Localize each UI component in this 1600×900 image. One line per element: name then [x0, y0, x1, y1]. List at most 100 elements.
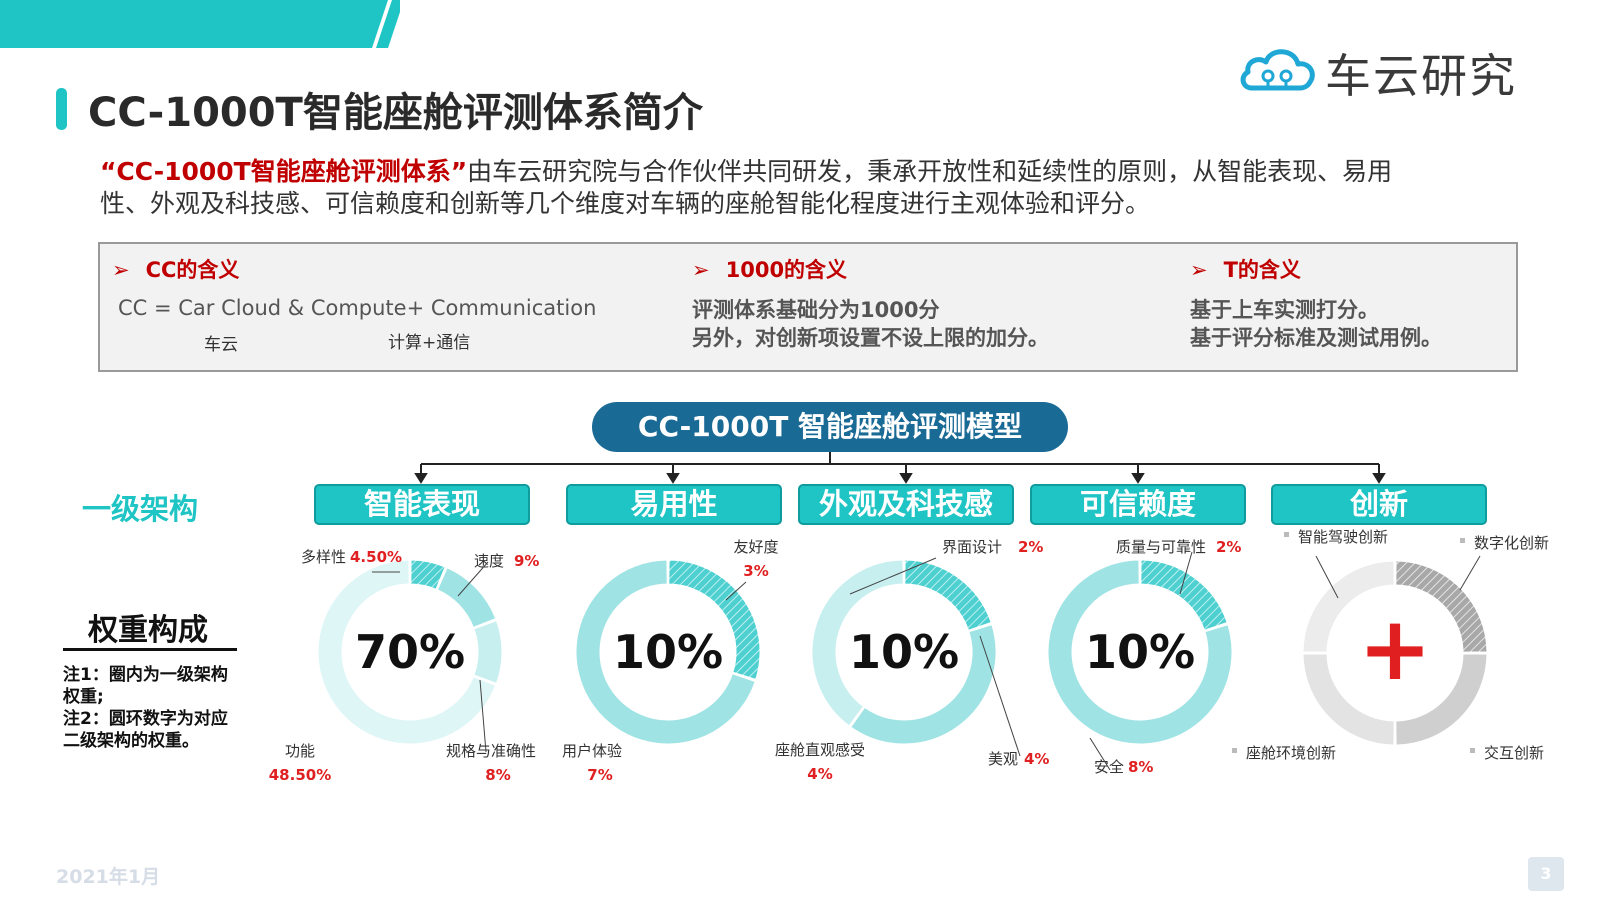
- arrow-icon: ➢: [112, 258, 130, 282]
- segment-value-label: 48.50%: [269, 766, 331, 784]
- donut-segment: [1395, 653, 1488, 746]
- cc-heading-text: CC的含义: [145, 258, 240, 282]
- intro-paragraph: “CC-1000T智能座舱评测体系”由车云研究院与合作伙伴共同研发，秉承开放性和…: [100, 156, 1520, 220]
- k1000-line-1: 评测体系基础分为1000分: [692, 298, 940, 322]
- arrow-icon: ➢: [692, 258, 710, 282]
- model-title-pill: CC-1000T 智能座舱评测模型: [592, 402, 1068, 452]
- segment-value-label: 2%: [1018, 538, 1043, 556]
- category-smart-performance: 智能表现: [314, 484, 530, 525]
- title-accent-bar: [56, 88, 67, 130]
- note-1: 注1：圈内为一级架构权重;: [63, 665, 228, 707]
- leader-line: [1315, 555, 1339, 599]
- leader-line: [979, 635, 1021, 757]
- donut-segment: [436, 567, 497, 628]
- donut-chart-1: [317, 559, 503, 745]
- segment-value-label: 8%: [1128, 758, 1153, 776]
- leader-line: [849, 557, 937, 595]
- donut-segment: [317, 559, 497, 745]
- category-appearance-tech: 外观及科技感: [798, 484, 1014, 525]
- intro-line-2: 性、外观及科技感、可信赖度和创新等几个维度对车辆的座舱智能化程度进行主观体验和评…: [100, 189, 1151, 218]
- segment-category-label: 用户体验: [562, 742, 622, 760]
- segment-value-label: 4.50%: [350, 548, 402, 566]
- leader-line: [1179, 551, 1193, 595]
- center-weight-label: 10%: [849, 625, 959, 679]
- bullet-square-icon: [1460, 538, 1465, 543]
- donut-segment: [668, 559, 761, 681]
- segment-value-label: 9%: [514, 552, 539, 570]
- center-weight-label: 70%: [355, 625, 465, 679]
- footer-date: 2021年1月: [56, 866, 161, 888]
- notes: 注1：圈内为一级架构权重; 注2：圆环数字为对应二级架构的权重。: [63, 664, 243, 752]
- t-line-1: 基于上车实测打分。: [1190, 298, 1379, 322]
- leader-line: [725, 581, 747, 601]
- segment-value-label: 4%: [807, 765, 832, 783]
- leader-line: [1459, 555, 1481, 591]
- cc-heading: ➢ CC的含义: [112, 254, 239, 284]
- segment-category-label: 座舱环境创新: [1246, 744, 1336, 762]
- level-label: 一级架构: [82, 492, 199, 526]
- donut-segment: [1302, 560, 1395, 653]
- intro-line-1: “CC-1000T智能座舱评测体系”由车云研究院与合作伙伴共同研发，秉承开放性和…: [100, 156, 1520, 188]
- t-heading-text: T的含义: [1223, 258, 1301, 282]
- donut-chart-4: [1047, 559, 1233, 745]
- donut-segment: [473, 620, 503, 684]
- segment-category-label: 数字化创新: [1474, 534, 1549, 552]
- donut-segment: [811, 559, 904, 727]
- segment-value-label: 4%: [1024, 750, 1049, 768]
- segment-category-label: 美观: [988, 750, 1018, 768]
- cc-formula: CC = Car Cloud & Compute+ Communication: [118, 296, 597, 320]
- k1000-heading: ➢ 1000的含义: [692, 254, 847, 284]
- donut-segment: [1047, 559, 1233, 745]
- bullet-square-icon: [1232, 748, 1237, 753]
- segment-value-label: 8%: [485, 766, 510, 784]
- leader-line: [457, 561, 489, 597]
- cc-sub-carcloud: 车云: [204, 335, 238, 355]
- cc-sub-compute: 计算+通信: [388, 333, 471, 353]
- segment-category-label: 交互创新: [1484, 744, 1544, 762]
- top-banner-stripe: [0, 0, 400, 48]
- intro-highlight: “CC-1000T智能座舱评测体系”: [100, 157, 468, 186]
- category-usability: 易用性: [566, 484, 782, 525]
- bullet-square-icon: [1470, 748, 1475, 753]
- weight-underline: [63, 648, 237, 651]
- meaning-box: ➢ CC的含义 CC = Car Cloud & Compute+ Communi…: [98, 242, 1518, 372]
- segment-category-label: 智能驾驶创新: [1298, 528, 1388, 546]
- donut-chart-5: [1302, 560, 1488, 746]
- k1000-line-2: 另外，对创新项设置不设上限的加分。: [692, 326, 1049, 350]
- segment-category-label: 功能: [285, 742, 315, 760]
- segment-value-label: 2%: [1216, 538, 1241, 556]
- segment-category-label: 规格与准确性: [446, 742, 536, 760]
- center-plus-label: +: [1358, 597, 1432, 700]
- donut-segment: [410, 559, 446, 590]
- segment-value-label: 7%: [587, 766, 612, 784]
- segment-category-label: 速度: [474, 552, 504, 570]
- leader-line: [1089, 737, 1111, 771]
- segment-category-label: 多样性: [301, 548, 346, 566]
- category-reliability: 可信赖度: [1030, 484, 1246, 525]
- segment-category-label: 界面设计: [942, 538, 1002, 556]
- center-weight-label: 10%: [613, 625, 723, 679]
- note-2: 注2：圆环数字为对应二级架构的权重。: [63, 709, 228, 751]
- segment-category-label: 质量与可靠性: [1116, 538, 1206, 556]
- page-title: CC-1000T智能座舱评测体系简介: [88, 90, 703, 136]
- donut-segment: [904, 559, 992, 631]
- bullet-square-icon: [1284, 532, 1289, 537]
- page-number: 3: [1528, 857, 1564, 891]
- leader-line: [479, 679, 487, 753]
- intro-line-1-text: 由车云研究院与合作伙伴共同研发，秉承开放性和延续性的原则，从智能表现、易用: [467, 157, 1393, 186]
- donut-segment: [1395, 560, 1488, 653]
- t-line-2: 基于评分标准及测试用例。: [1190, 326, 1442, 350]
- category-innovation: 创新: [1271, 484, 1487, 525]
- donut-chart-3: [811, 559, 997, 745]
- donut-chart-2: [575, 559, 761, 745]
- cloud-logo-icon: [1240, 49, 1315, 91]
- segment-category-label: 座舱直观感受: [775, 741, 865, 759]
- donut-segment: [575, 559, 756, 745]
- logo-text: 车云研究: [1325, 49, 1517, 103]
- donut-segment: [850, 623, 997, 745]
- segment-category-label: 安全: [1094, 758, 1124, 776]
- center-weight-label: 10%: [1085, 625, 1195, 679]
- segment-value-label: 3%: [743, 562, 768, 580]
- arrow-icon: ➢: [1190, 258, 1208, 282]
